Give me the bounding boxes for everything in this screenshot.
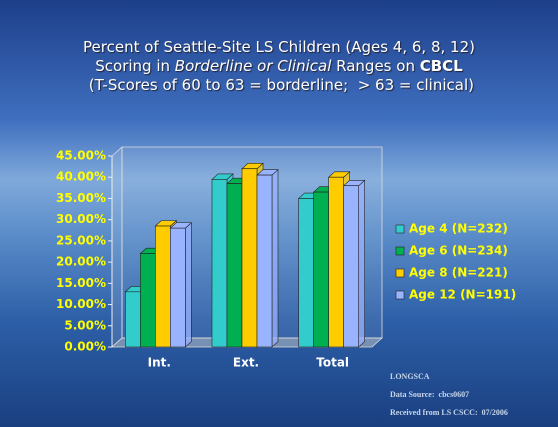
bar	[242, 169, 257, 347]
y-tick-label: 40.00%	[56, 170, 106, 184]
bar	[299, 198, 314, 347]
bar	[227, 184, 242, 347]
y-tick-label: 25.00%	[56, 233, 106, 247]
legend-label: Age 12 (N=191)	[409, 288, 516, 302]
chart: 0.00% 5.00% 10.00% 15.00% 20.00% 25.00% 30.00%…	[0, 0, 558, 427]
y-tick-label: 5.00%	[64, 318, 106, 332]
bar-side	[185, 223, 191, 347]
y-tick-label: 30.00%	[56, 212, 106, 226]
legend-label: Age 8 (N=221)	[409, 266, 508, 280]
bar-side	[359, 180, 365, 347]
y-tick-label: 10.00%	[56, 297, 106, 311]
footnote: Data Source: cbcs0607	[390, 390, 469, 399]
footnote: LONGSCA	[390, 372, 430, 381]
legend-swatch	[396, 269, 404, 277]
x-tick-label: Ext.	[233, 356, 259, 370]
legend-swatch	[396, 291, 404, 299]
y-tick-label: 45.00%	[56, 149, 106, 163]
y-tick-label: 15.00%	[56, 276, 106, 290]
x-tick-label: Total	[316, 356, 349, 370]
bar	[314, 192, 329, 347]
side-wall	[112, 147, 122, 347]
bar	[155, 226, 170, 347]
y-tick-label: 0.00%	[64, 340, 106, 354]
y-tick-label: 35.00%	[56, 191, 106, 205]
bar	[140, 254, 155, 347]
y-tick-label: 20.00%	[56, 255, 106, 269]
bar-side	[272, 170, 278, 347]
slide: Percent of Seattle-Site LS Children (Age…	[0, 0, 558, 427]
bar	[212, 179, 227, 347]
legend-label: Age 6 (N=234)	[409, 244, 508, 258]
bar	[344, 186, 359, 347]
bar	[329, 177, 344, 347]
footnote: Received from LS CSCC: 07/2006	[390, 408, 508, 417]
bar	[257, 175, 272, 347]
x-tick-label: Int.	[148, 356, 171, 370]
legend-swatch	[396, 225, 404, 233]
legend-swatch	[396, 247, 404, 255]
bar	[125, 292, 140, 347]
legend-label: Age 4 (N=232)	[409, 222, 508, 236]
bar	[170, 228, 185, 347]
